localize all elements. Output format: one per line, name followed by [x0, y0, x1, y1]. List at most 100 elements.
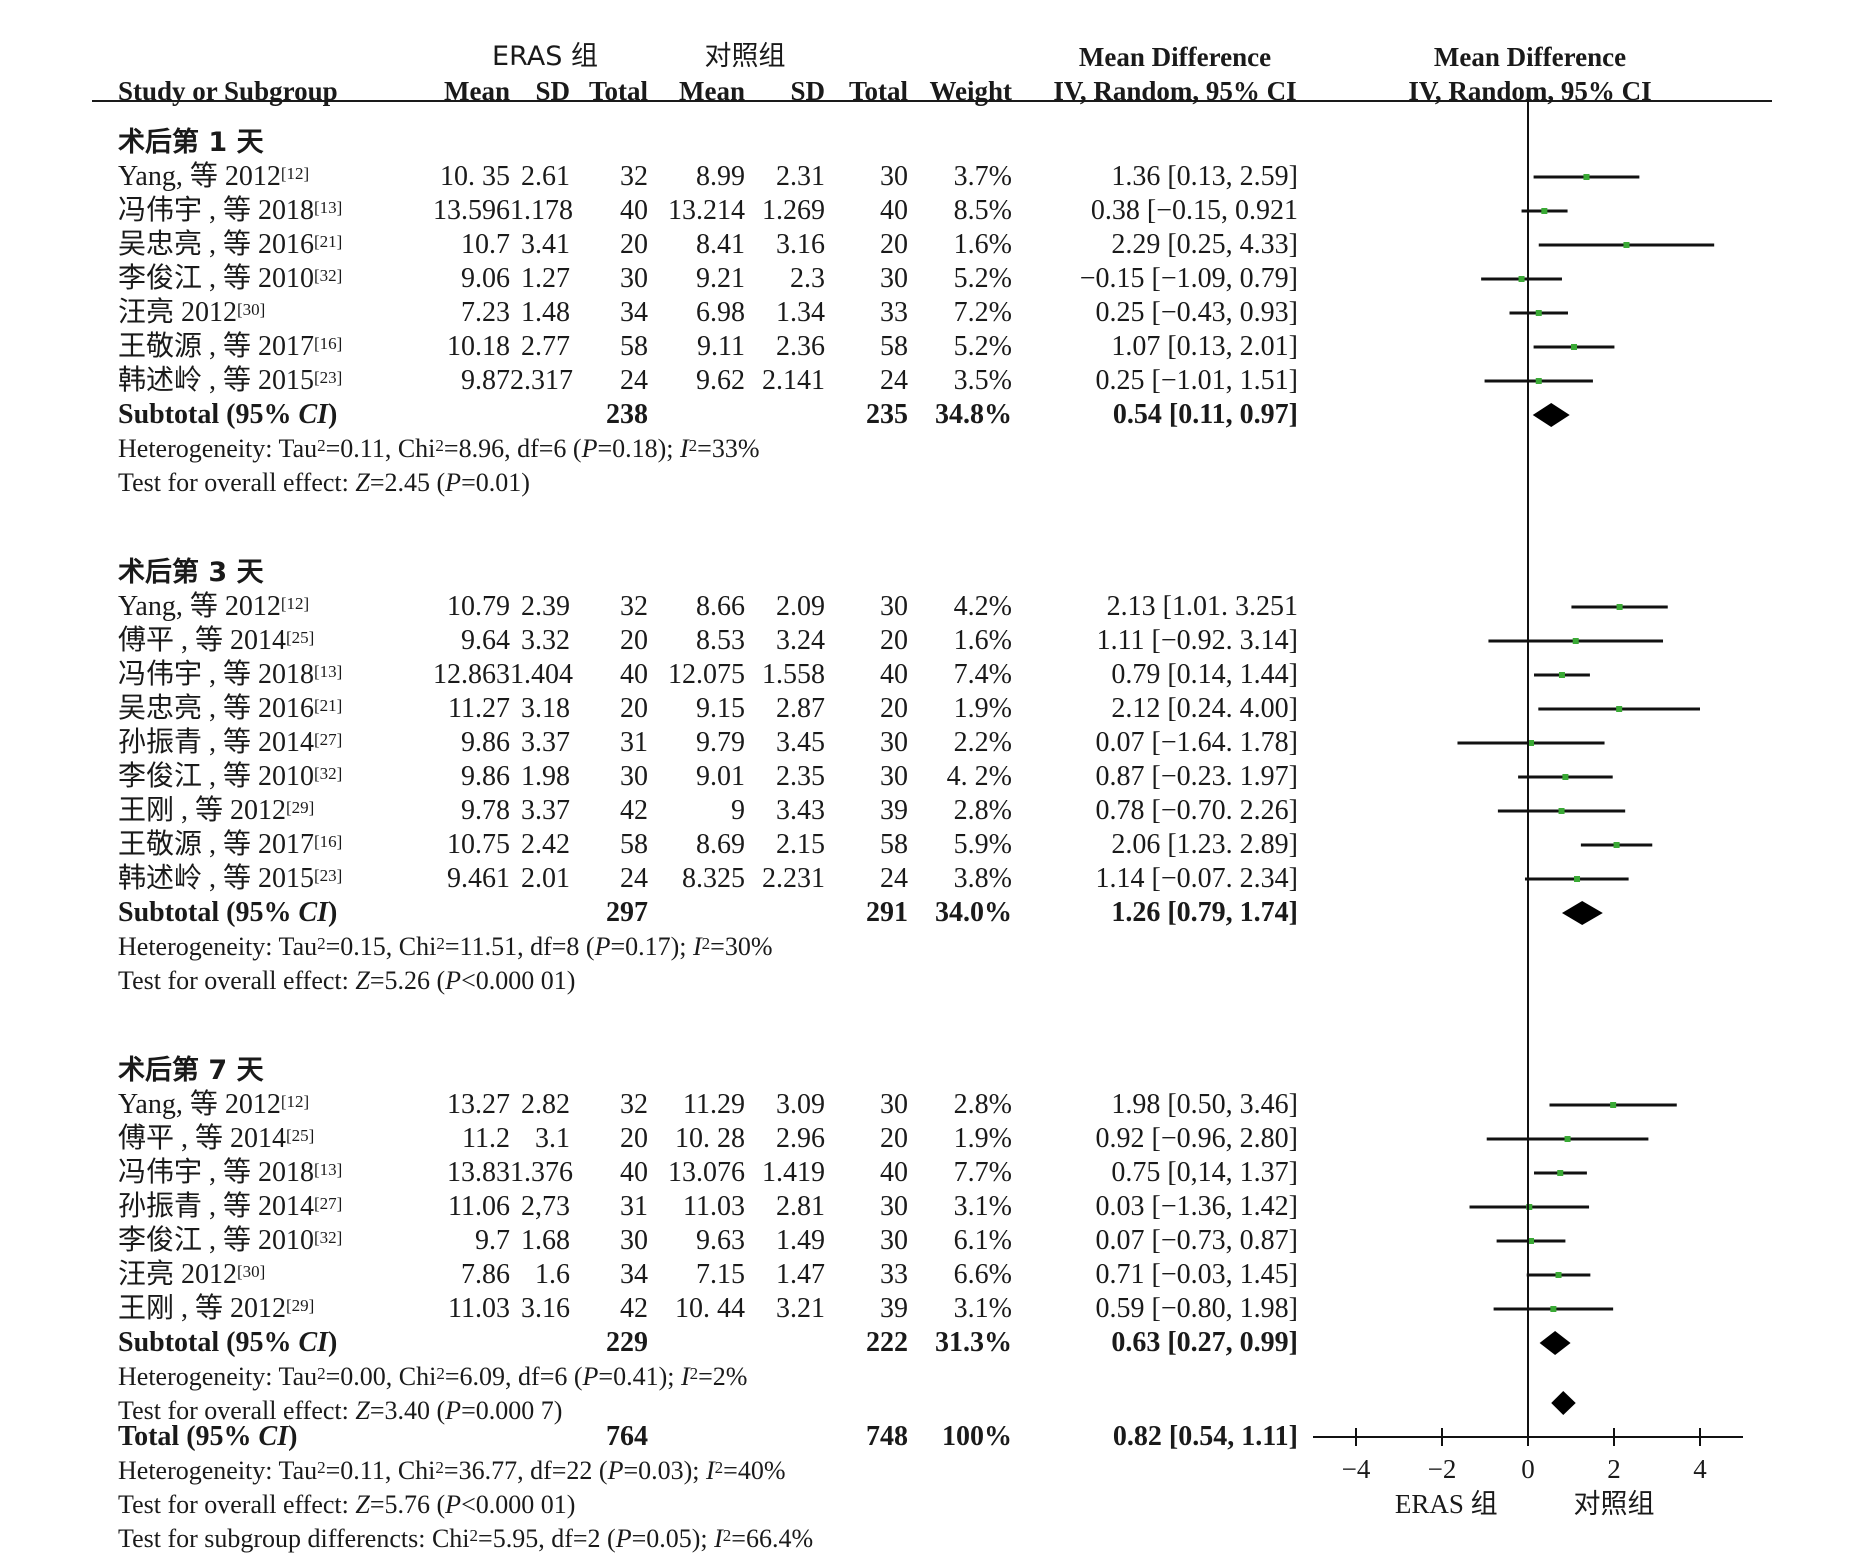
g1-subtotal-label: Subtotal (95% CI) — [118, 398, 337, 432]
g2-study-8-ref: [16] — [314, 832, 343, 851]
g3-study-2-ref: [25] — [286, 1126, 315, 1145]
g2-study-5-mean-eras: 9.86 — [461, 727, 510, 758]
total-heterogeneity-sup1: 2 — [317, 1458, 326, 1477]
header-sd-control: SD — [790, 76, 825, 106]
group-title-1: 术后第 1 天 — [118, 127, 264, 158]
g1-heterogeneity-sup3: 2 — [688, 436, 698, 455]
g2-study-3-ref: [13] — [314, 662, 343, 681]
g1-study-3-ref: [21] — [314, 232, 343, 251]
g2-study-3-name: 冯伟宇 , 等 2018[13] — [118, 658, 342, 692]
g2-study-4-ref: [21] — [314, 696, 343, 715]
g2-study-5-ci: 0.07 [−1.64. 1.78] — [1095, 727, 1298, 758]
g3-study-1-mean-control: 11.29 — [683, 1089, 745, 1120]
g2-study-3-weight: 7.4% — [953, 659, 1012, 690]
header-group-control: 对照组 — [704, 41, 786, 72]
total-heterogeneity-tau: =0.11, Chi — [325, 1456, 436, 1485]
g3-study-6-total-control: 33 — [880, 1259, 908, 1290]
g1-study-7-mean-control: 9.62 — [696, 365, 745, 396]
g2-heterogeneity-i: I — [693, 932, 702, 961]
total-heterogeneity-sup3: 2 — [714, 1458, 724, 1477]
g2-subtotal-label: Subtotal (95% CI) — [118, 896, 337, 930]
g1-study-4-label: 李俊江 , 等 2010 — [118, 263, 315, 294]
g2-study-8-mean-control: 8.69 — [696, 829, 745, 860]
g2-heterogeneity-tau: =0.15, Chi — [325, 932, 437, 961]
g3-overall-effect-pre: Test for overall effect: — [118, 1396, 356, 1425]
g2-overall-effect-prest: <0.000 01) — [461, 966, 576, 995]
g1-study-6-ci: 1.07 [0.13, 2.01] — [1111, 331, 1298, 362]
g2-study-2-mean-eras: 9.64 — [461, 625, 510, 656]
g1-subtotal-total-eras: 238 — [606, 399, 648, 430]
g3-study-7-weight: 3.1% — [953, 1293, 1012, 1324]
g1-study-5-mean-eras: 7.23 — [461, 297, 510, 328]
g3-heterogeneity-sup3: 2 — [689, 1364, 699, 1383]
g2-heterogeneity-chi: =11.51, df=8 ( — [444, 932, 595, 961]
g3-study-2-total-eras: 20 — [620, 1123, 648, 1154]
subgroup-differences-irest: =66.4% — [731, 1524, 814, 1553]
g1-heterogeneity-i: I — [680, 434, 689, 463]
g2-study-5-total-eras: 31 — [620, 727, 648, 758]
g3-study-3-weight: 7.7% — [953, 1157, 1012, 1188]
g2-study-7-point — [1558, 808, 1565, 814]
g3-study-5-weight: 6.1% — [953, 1225, 1012, 1256]
g2-study-4-name: 吴忠亮 , 等 2016[21] — [118, 692, 342, 726]
g3-study-1-total-control: 30 — [880, 1089, 908, 1120]
g2-study-7-ci: 0.78 [−0.70. 2.26] — [1095, 795, 1298, 826]
g3-study-4-label: 孙振青 , 等 2014 — [118, 1191, 315, 1222]
g3-study-2-mean-control: 10. 28 — [675, 1123, 745, 1154]
g1-study-6-total-control: 58 — [880, 331, 908, 362]
g1-study-7-sd-eras: 2.317 — [510, 365, 573, 396]
g2-study-4-sd-eras: 3.18 — [521, 693, 570, 724]
g3-study-5-total-eras: 30 — [620, 1225, 648, 1256]
g2-study-6-name: 李俊江 , 等 2010[32] — [118, 760, 342, 794]
g1-subtotal-total-control: 235 — [866, 399, 908, 430]
g2-study-2-sd-control: 3.24 — [776, 625, 825, 656]
g3-study-3-point — [1557, 1170, 1564, 1176]
g1-study-1-name: Yang, 等 2012[12] — [118, 160, 309, 194]
header-study: Study or Subgroup — [118, 76, 338, 106]
g3-overall-effect: Test for overall effect: Z=3.40 (P=0.000… — [118, 1394, 562, 1428]
g3-study-1-point — [1610, 1102, 1617, 1108]
g3-study-1-label: Yang, 等 2012 — [118, 1089, 281, 1120]
g3-overall-effect-p: P — [445, 1396, 462, 1425]
g1-study-1-ci: 1.36 [0.13, 2.59] — [1111, 161, 1298, 192]
total-overall-effect-prest: <0.000 01) — [461, 1490, 576, 1519]
g1-study-5-point — [1535, 310, 1542, 316]
g2-overall-effect-pre: Test for overall effect: — [118, 966, 356, 995]
g3-subtotal-total-control: 222 — [866, 1327, 908, 1358]
g2-study-6-sd-eras: 1.98 — [521, 761, 570, 792]
g2-study-9-total-eras: 24 — [620, 863, 648, 894]
g2-study-6-ref: [32] — [314, 764, 343, 783]
g3-study-3-name: 冯伟宇 , 等 2018[13] — [118, 1156, 342, 1190]
g2-study-6-sd-control: 2.35 — [776, 761, 825, 792]
g1-study-4-mean-control: 9.21 — [696, 263, 745, 294]
g3-study-5-mean-eras: 9.7 — [475, 1225, 510, 1256]
g1-study-4-weight: 5.2% — [953, 263, 1012, 294]
total-overall-effect-zrest: =5.76 ( — [369, 1490, 446, 1519]
g3-study-5-point — [1528, 1238, 1535, 1244]
g2-study-9-name: 韩述岭 , 等 2015[23] — [118, 862, 342, 896]
g2-study-9-weight: 3.8% — [953, 863, 1012, 894]
header-total-eras: Total — [588, 76, 648, 106]
g3-study-5-label: 李俊江 , 等 2010 — [118, 1225, 315, 1256]
g2-heterogeneity-irest: =30% — [710, 932, 773, 961]
g3-study-7-label: 王刚 , 等 2012 — [118, 1293, 287, 1324]
g1-study-5-ci: 0.25 [−0.43, 0.93] — [1095, 297, 1298, 328]
g2-study-4-ci: 2.12 [0.24. 4.00] — [1111, 693, 1298, 724]
g3-study-7-point — [1550, 1306, 1557, 1312]
g3-study-7-ref: [29] — [286, 1296, 315, 1315]
g2-subtotal-ci: CI — [298, 897, 329, 928]
subgroup-differences-p: P — [615, 1524, 632, 1553]
g3-heterogeneity-sup1: 2 — [317, 1364, 326, 1383]
g1-study-1-total-control: 30 — [880, 161, 908, 192]
g1-study-4-total-control: 30 — [880, 263, 908, 294]
g1-study-7-ref: [23] — [314, 368, 343, 387]
g2-study-5-name: 孙振青 , 等 2014[27] — [118, 726, 342, 760]
g1-study-2-point — [1541, 208, 1548, 214]
g2-subtotal-weight: 34.0% — [935, 897, 1012, 928]
g2-study-4-sd-control: 2.87 — [776, 693, 825, 724]
g1-heterogeneity: Heterogeneity: Tau2=0.11, Chi2=8.96, df=… — [118, 432, 760, 466]
g3-study-6-weight: 6.6% — [953, 1259, 1012, 1290]
group-title-2: 术后第 3 天 — [118, 557, 264, 588]
total-heterogeneity-sup2: 2 — [435, 1458, 444, 1477]
favours-control-label: 对照组 — [1574, 1489, 1655, 1519]
